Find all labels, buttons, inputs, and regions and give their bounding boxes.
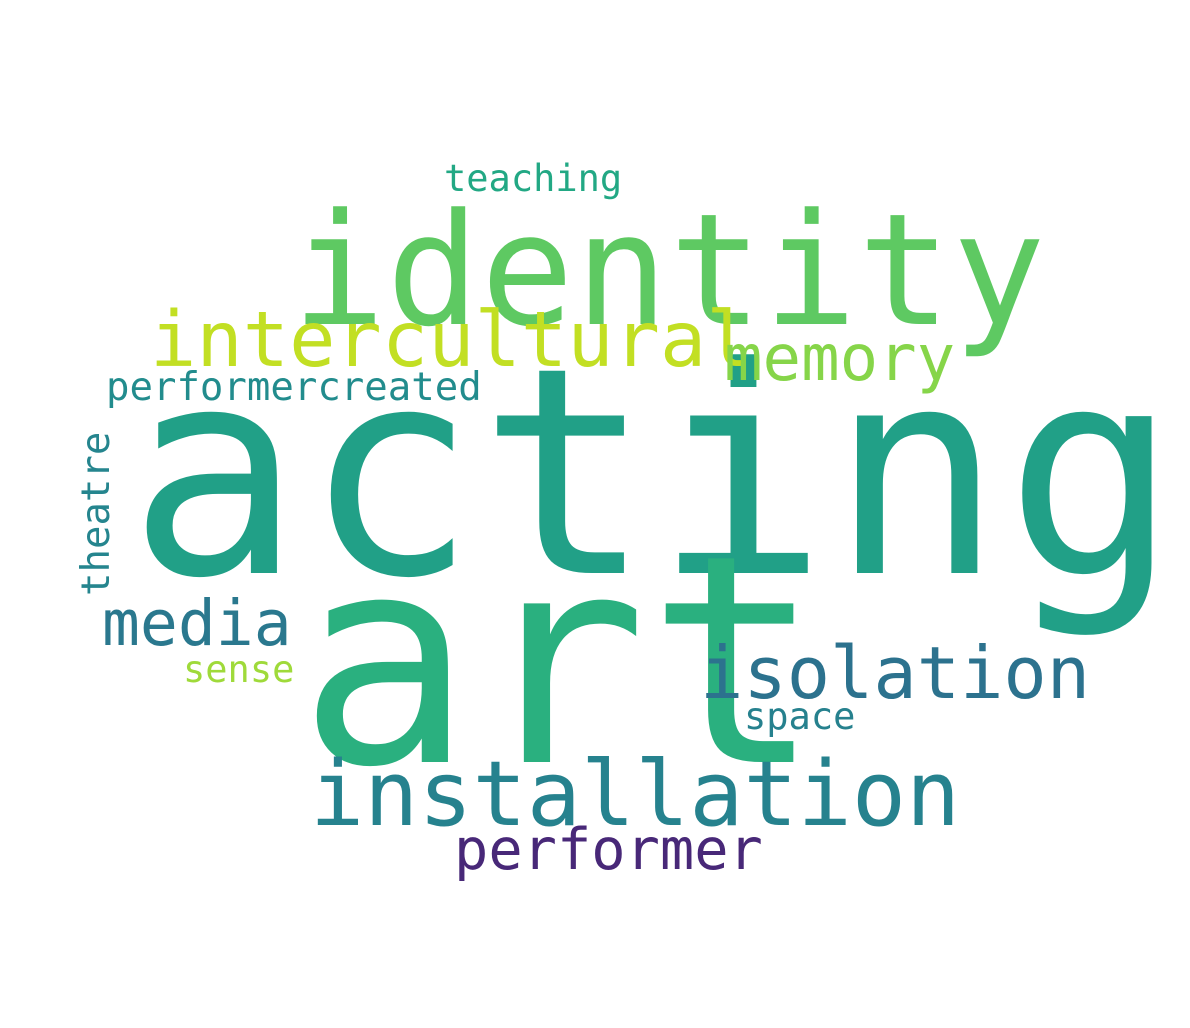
word-performer: performer [454, 817, 763, 883]
word-intercultural: intercultural [150, 296, 753, 385]
word-isolation: isolation [700, 631, 1091, 715]
word-sense: sense [183, 648, 295, 691]
word-art: art [298, 494, 822, 831]
word-media: media [102, 587, 292, 660]
word-identity: identity [292, 180, 1047, 361]
word-teaching: teaching [444, 157, 623, 200]
word-memory: memory [724, 322, 956, 396]
word-acting: acting [128, 306, 1181, 641]
word-theatre: theatre [74, 431, 119, 596]
word-performercreated: performercreated [106, 365, 482, 410]
word-installation: installation [310, 742, 961, 847]
word-space: space [744, 695, 856, 738]
